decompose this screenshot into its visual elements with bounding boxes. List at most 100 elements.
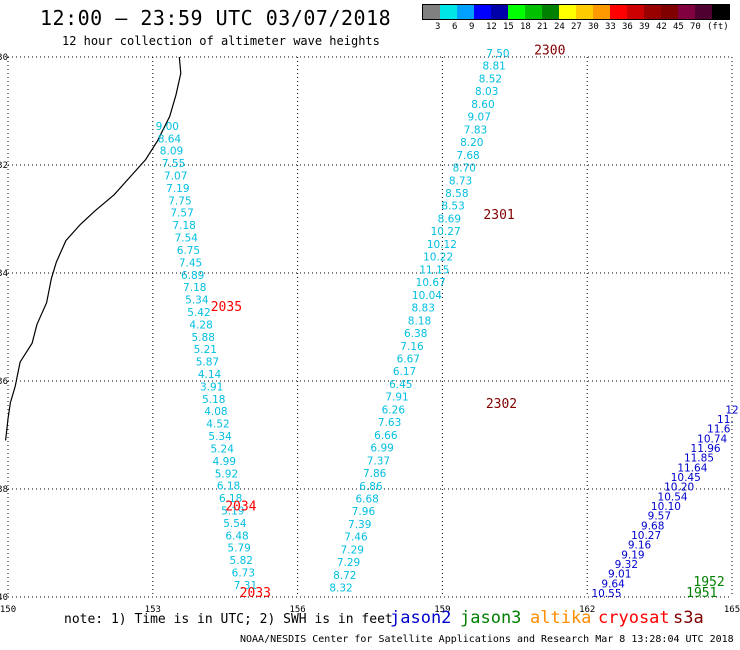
wave-height-value: 6.86 xyxy=(359,481,383,493)
wave-height-value: 10.74 xyxy=(697,433,727,445)
wave-height-value: 4.14 xyxy=(198,369,222,381)
wave-height-value: 6.17 xyxy=(393,366,416,378)
legend-note: note: 1) Time is in UTC; 2) SWH is in fe… xyxy=(64,612,393,627)
color-swatch xyxy=(525,5,542,19)
color-scale-label: 42 xyxy=(656,22,667,32)
color-swatch xyxy=(423,5,440,19)
legend-jason2: jason2 xyxy=(390,608,452,628)
color-scale-label: 6 xyxy=(452,22,458,32)
wave-height-value: 10.27 xyxy=(631,530,661,542)
wave-height-value: 5.42 xyxy=(187,307,210,319)
wave-height-value: 6.67 xyxy=(397,353,420,365)
y-tick-label: -36 xyxy=(0,377,8,387)
wave-height-value: 11.15 xyxy=(419,264,449,276)
wave-height-value: 11.64 xyxy=(677,462,707,474)
wave-height-value: 8.72 xyxy=(333,570,356,582)
wave-height-value: 7.63 xyxy=(378,417,401,429)
wave-height-value: 7.37 xyxy=(367,455,390,467)
y-tick-label: -32 xyxy=(0,161,8,171)
x-tick-label: 150 xyxy=(0,605,16,615)
wave-height-value: 5.82 xyxy=(230,555,253,567)
track-time-label: 2033 xyxy=(240,586,271,601)
color-swatch xyxy=(542,5,559,19)
wave-height-value: 6.89 xyxy=(181,270,204,282)
color-swatch xyxy=(593,5,610,19)
wave-height-value: 10.12 xyxy=(427,239,457,251)
wave-height-value: 8.20 xyxy=(460,137,483,149)
color-scale-label: 70 xyxy=(690,22,701,32)
track-time-label: 2034 xyxy=(225,500,256,515)
wave-height-value: 8.73 xyxy=(449,175,472,187)
wave-height-value: 8.09 xyxy=(160,146,183,158)
x-tick-label: 165 xyxy=(724,605,740,615)
y-tick-label: -38 xyxy=(0,485,8,495)
legend-jason3: jason3 xyxy=(460,608,522,628)
x-tick-label: 153 xyxy=(145,605,161,615)
wave-height-value: 8.18 xyxy=(408,315,431,327)
y-tick-label: -40 xyxy=(0,593,8,603)
color-scale-label: 36 xyxy=(622,22,633,32)
wave-height-value: 11.85 xyxy=(684,453,714,465)
chart-subtitle: 12 hour collection of altimeter wave hei… xyxy=(62,34,380,48)
wave-height-value: 7.68 xyxy=(456,150,479,162)
wave-height-value: 6.18 xyxy=(219,493,242,505)
color-swatch xyxy=(508,5,525,19)
x-tick-label: 159 xyxy=(434,605,450,615)
wave-height-value: 7.29 xyxy=(337,557,360,569)
legend-cryosat: cryosat xyxy=(598,608,670,628)
wave-height-value: 7.18 xyxy=(172,220,195,232)
color-scale-labels: 3 6 9 12 15 18 21 24 27 30 33 36 39 42 45 70 (ft) xyxy=(422,22,740,34)
wave-height-value: 8.03 xyxy=(475,86,498,98)
wave-height-value: 5.92 xyxy=(215,468,238,480)
color-scale-label: 39 xyxy=(639,22,650,32)
wave-height-value: 9.68 xyxy=(641,520,664,532)
color-swatch xyxy=(491,5,508,19)
wave-height-value: 12 xyxy=(725,404,738,416)
wave-height-value: 7.55 xyxy=(162,158,185,170)
color-scale-label: 9 xyxy=(469,22,475,32)
color-scale-label: 18 xyxy=(520,22,531,32)
wave-height-value: 10.67 xyxy=(416,277,446,289)
wave-height-value: 6.18 xyxy=(217,481,240,493)
wave-height-value: 8.81 xyxy=(482,61,505,73)
wave-height-value: 5.88 xyxy=(192,332,215,344)
wave-height-value: 4.28 xyxy=(189,319,212,331)
color-swatch xyxy=(661,5,678,19)
wave-height-value: 8.32 xyxy=(329,583,352,595)
wave-height-value: 5.21 xyxy=(194,344,217,356)
credit-line: NOAA/NESDIS Center for Satellite Applica… xyxy=(240,634,734,645)
wave-height-value: 8.64 xyxy=(158,133,182,145)
wave-height-value: 5.79 xyxy=(227,543,250,555)
wave-height-value: 7.86 xyxy=(363,468,387,480)
wave-height-value: 5.34 xyxy=(185,295,209,307)
wave-height-value: 5.18 xyxy=(202,394,225,406)
wave-height-value: 11. xyxy=(717,414,734,426)
wave-height-value: 6.45 xyxy=(389,379,412,391)
color-swatch xyxy=(576,5,593,19)
wave-height-value: 9.01 xyxy=(608,569,631,581)
wave-height-value: 6.73 xyxy=(232,567,255,579)
color-scale-label: 12 xyxy=(486,22,497,32)
wave-height-value: 6.99 xyxy=(370,443,393,455)
wave-height-value: 11.96 xyxy=(691,443,721,455)
wave-height-value: 3.91 xyxy=(200,381,223,393)
wave-height-value: 7.91 xyxy=(385,392,408,404)
x-tick-label: 156 xyxy=(289,605,305,615)
wave-height-value: 4.08 xyxy=(204,406,227,418)
color-scale-label: 27 xyxy=(571,22,582,32)
color-swatch xyxy=(695,5,712,19)
wave-height-value: 4.52 xyxy=(206,419,229,431)
wave-height-value: 8.53 xyxy=(441,201,464,213)
wave-height-value: 4.99 xyxy=(213,456,236,468)
color-swatch xyxy=(712,5,729,19)
color-scale-bar xyxy=(422,4,730,20)
wave-height-value: 5.87 xyxy=(196,357,219,369)
wave-height-value: 7.57 xyxy=(170,208,193,220)
wave-height-value: 8.58 xyxy=(445,188,468,200)
wave-height-value: 5.24 xyxy=(211,443,235,455)
wave-height-value: 10.10 xyxy=(651,501,681,513)
color-swatch xyxy=(457,5,474,19)
wave-height-value: 9.64 xyxy=(601,578,625,590)
wave-height-value: 5.54 xyxy=(223,518,247,530)
